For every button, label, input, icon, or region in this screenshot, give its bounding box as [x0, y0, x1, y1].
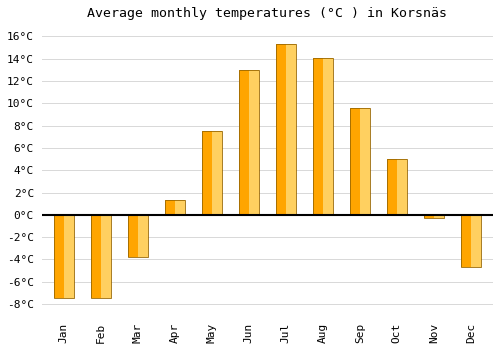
Bar [138, 215, 148, 257]
Bar [471, 215, 481, 267]
Bar [424, 215, 434, 218]
Bar [386, 159, 397, 215]
Bar [276, 44, 286, 215]
Title: Average monthly temperatures (°C ) in Korsnäs: Average monthly temperatures (°C ) in Ko… [88, 7, 448, 20]
Bar [460, 215, 481, 267]
Bar [212, 131, 222, 215]
Bar [350, 108, 370, 215]
Bar [175, 200, 185, 215]
Bar [386, 159, 407, 215]
Bar [238, 70, 249, 215]
Bar [276, 44, 296, 215]
Bar [101, 215, 111, 299]
Bar [164, 200, 175, 215]
Bar [54, 215, 64, 299]
Bar [90, 215, 101, 299]
Bar [434, 215, 444, 218]
Bar [424, 215, 444, 218]
Bar [360, 108, 370, 215]
Bar [90, 215, 111, 299]
Bar [164, 200, 185, 215]
Bar [312, 58, 333, 215]
Bar [202, 131, 222, 215]
Bar [54, 215, 74, 299]
Bar [128, 215, 138, 257]
Bar [238, 70, 259, 215]
Bar [323, 58, 333, 215]
Bar [249, 70, 259, 215]
Bar [312, 58, 323, 215]
Bar [128, 215, 148, 257]
Bar [460, 215, 471, 267]
Bar [202, 131, 212, 215]
Bar [64, 215, 74, 299]
Bar [397, 159, 407, 215]
Bar [350, 108, 360, 215]
Bar [286, 44, 296, 215]
